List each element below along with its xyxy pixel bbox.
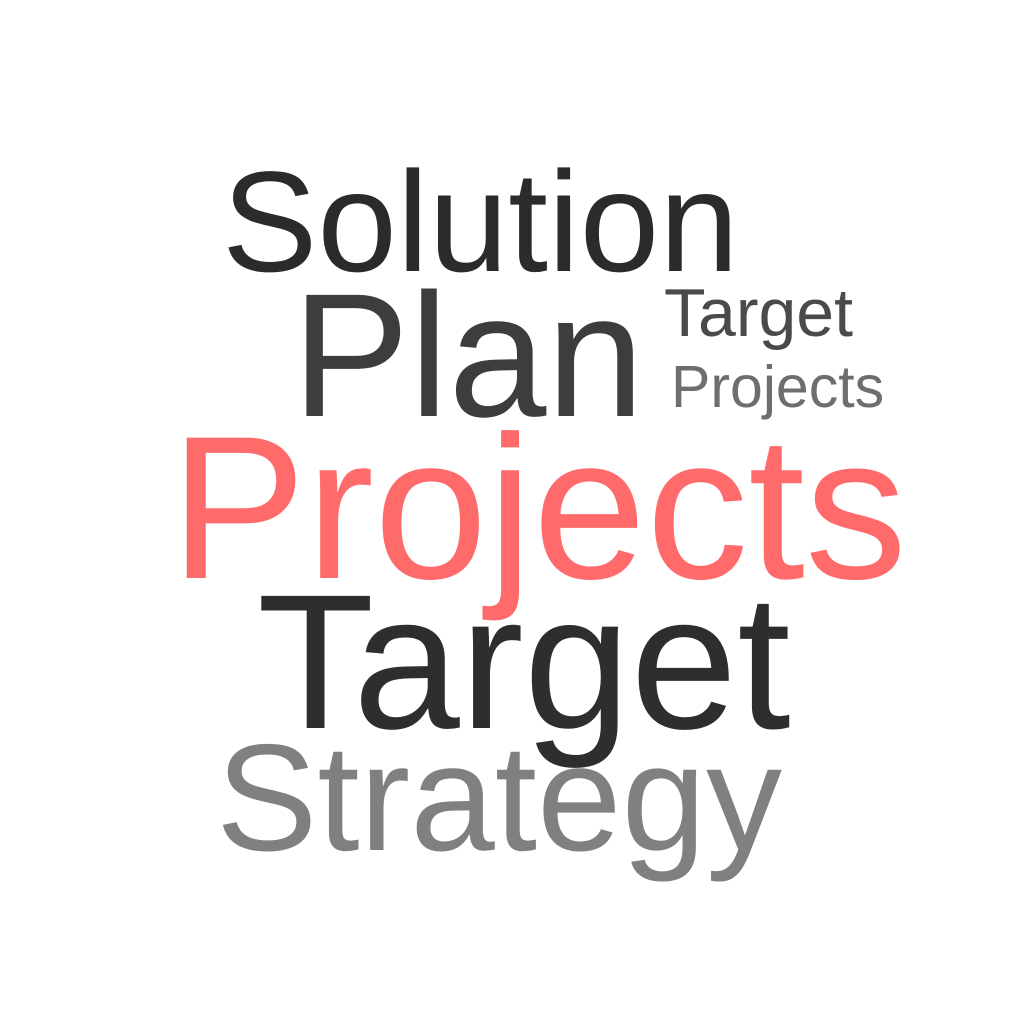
word-target-small: Target — [664, 275, 853, 351]
word-plan: Plan — [292, 258, 645, 454]
word-projects-small: Projects — [671, 354, 885, 420]
word-strategy: Strategy — [216, 713, 783, 883]
word-solution: Solution — [222, 143, 739, 302]
word-target: Target — [257, 554, 791, 769]
word-projects: Projects — [170, 394, 907, 622]
